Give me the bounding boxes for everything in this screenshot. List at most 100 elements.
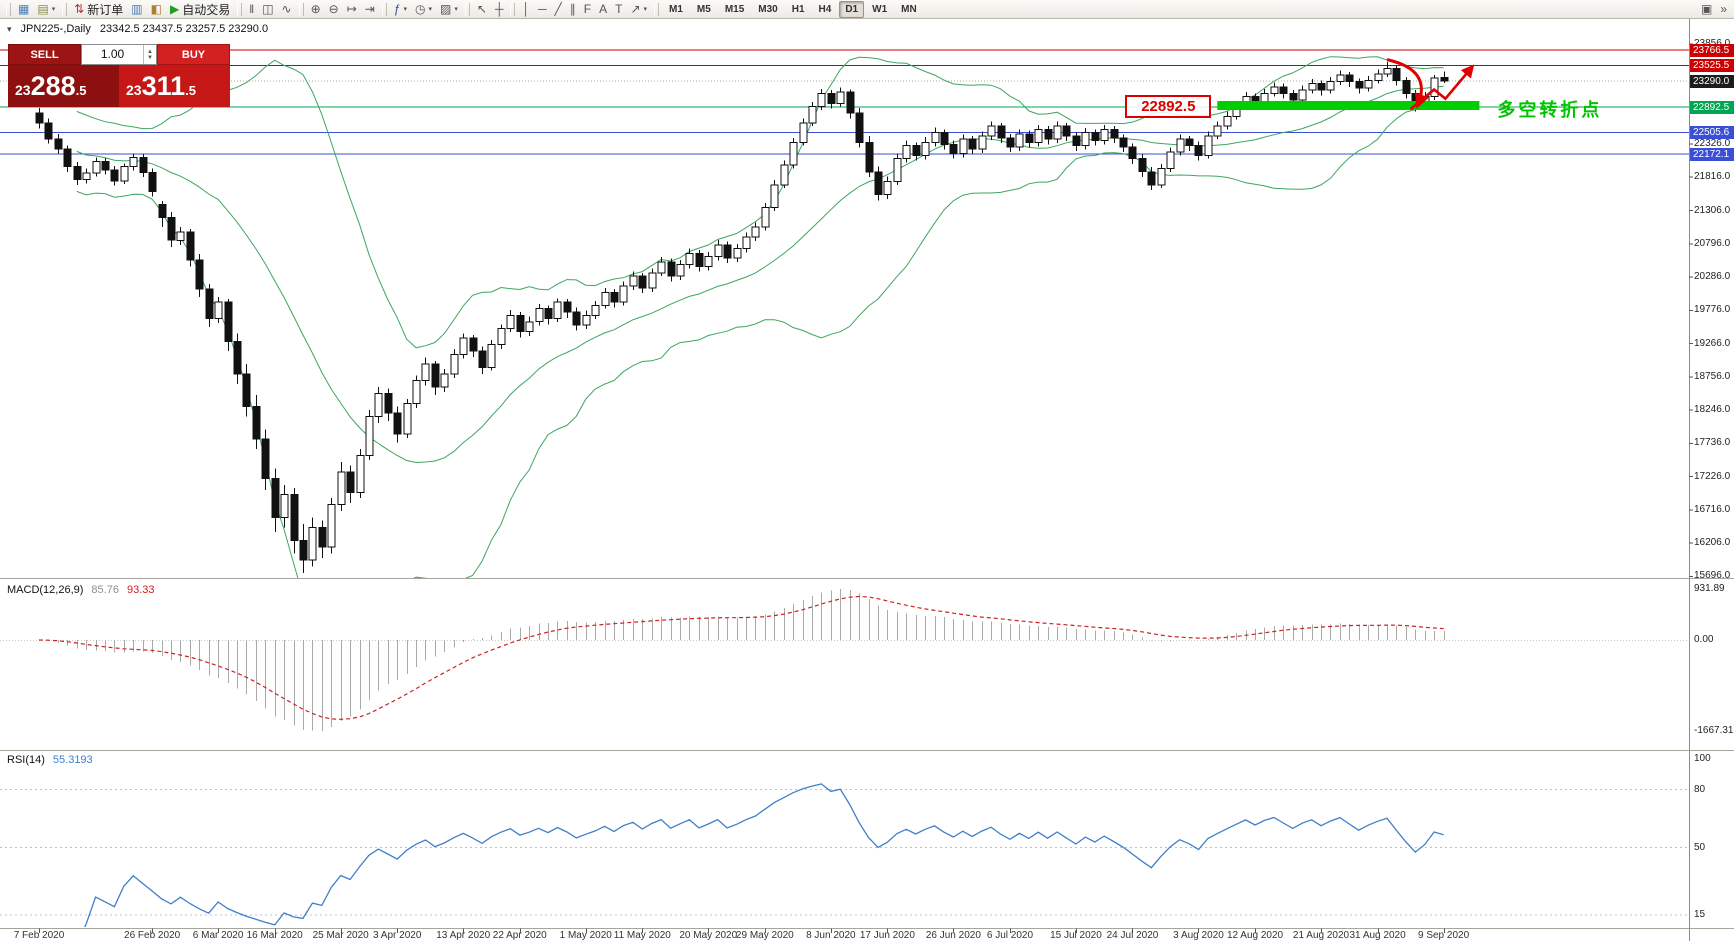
candle: [1326, 81, 1335, 91]
candle: [836, 91, 845, 104]
price-axis-label[interactable]: 15696.0: [1694, 570, 1731, 582]
auto-trading-button[interactable]: ▶ 自动交易: [166, 1, 234, 18]
price-axis-label[interactable]: 20796.0: [1694, 237, 1731, 249]
price-axis-label[interactable]: 17736.0: [1694, 437, 1731, 449]
candle: [1185, 138, 1194, 147]
auto-scroll-button[interactable]: ↦: [343, 1, 361, 18]
market-watch-button[interactable]: ▥: [127, 1, 146, 18]
candle: [846, 91, 855, 114]
candle: [101, 160, 110, 171]
price-line-tag: 23766.5: [1690, 43, 1734, 57]
candle: [1374, 73, 1383, 81]
text-button[interactable]: A: [595, 1, 611, 18]
sell-button[interactable]: SELL: [8, 44, 81, 65]
candle: [770, 184, 779, 209]
timeframe-h4-button[interactable]: H4: [818, 3, 832, 15]
chart-shift-button[interactable]: ⇥: [361, 1, 379, 18]
candle: [1044, 128, 1053, 140]
more-tools-button[interactable]: »: [1716, 1, 1731, 18]
volume-down-icon[interactable]: ▼: [147, 54, 153, 61]
price-axis-label[interactable]: 17226.0: [1694, 470, 1731, 482]
volume-stepper[interactable]: ▲ ▼: [143, 45, 156, 64]
zoom-out-button[interactable]: ⊖: [325, 1, 343, 18]
arrows-tool-button[interactable]: ↗ ▾: [626, 1, 651, 18]
timeframe-m30-button[interactable]: M30: [758, 3, 778, 15]
new-chart-button[interactable]: ▦: [14, 1, 33, 18]
rsi-line: [84, 783, 1444, 927]
zoom-in-button[interactable]: ⊕: [307, 1, 325, 18]
docking-button[interactable]: ▣: [1697, 1, 1716, 18]
turning-point-note[interactable]: 多空转折点: [1497, 100, 1603, 120]
timeframe-mn-button[interactable]: MN: [901, 3, 917, 15]
cursor-button[interactable]: ↖: [473, 1, 491, 18]
volume-field[interactable]: 1.00 ▲ ▼: [81, 44, 157, 65]
new-order-button[interactable]: ⇅ 新订单: [70, 1, 127, 18]
collapse-one-click-icon[interactable]: ▾: [7, 23, 12, 34]
auto-trading-icon: ▶: [169, 2, 180, 16]
volume-up-icon[interactable]: ▲: [147, 48, 153, 55]
price-axis-label[interactable]: 18756.0: [1694, 370, 1731, 382]
price-axis-label[interactable]: 20286.0: [1694, 271, 1731, 283]
up-arrow-annotation[interactable]: [1409, 64, 1475, 111]
crosshair-button[interactable]: ┼: [491, 1, 508, 18]
timeframe-m5-button[interactable]: M5: [696, 3, 711, 15]
buy-button[interactable]: BUY: [157, 44, 230, 65]
candle: [1025, 133, 1034, 143]
candle: [252, 406, 261, 440]
channel-button[interactable]: ∥: [566, 1, 580, 18]
templates-button[interactable]: ▨ ▾: [436, 1, 462, 18]
date-label: 12 Aug 2020: [1226, 930, 1284, 941]
timeframe-h1-button[interactable]: H1: [791, 3, 805, 15]
candle: [912, 145, 921, 156]
price-axis-label[interactable]: 21816.0: [1694, 171, 1731, 183]
timeframe-d1-button[interactable]: D1: [839, 0, 865, 18]
candle: [827, 93, 836, 104]
price-axis-label[interactable]: 16206.0: [1694, 537, 1731, 549]
down-arrow-annotation[interactable]: [1386, 58, 1429, 109]
candle: [261, 438, 270, 479]
timeframe-w1-button[interactable]: W1: [872, 3, 888, 15]
price-axis-label[interactable]: 21306.0: [1694, 204, 1731, 216]
price-line-tag: 22505.6: [1690, 125, 1734, 139]
candle: [893, 158, 902, 182]
candle: [1157, 168, 1166, 186]
price-axis-label[interactable]: 19266.0: [1694, 337, 1731, 349]
candle: [648, 272, 657, 289]
candle: [808, 106, 817, 124]
timeframe-m1-button[interactable]: M1: [669, 3, 683, 15]
candle: [733, 248, 742, 259]
line-chart-mode-button[interactable]: ∿: [278, 1, 296, 18]
candlestick-mode-button[interactable]: ◫: [258, 1, 277, 18]
trendline-button[interactable]: ╱: [551, 1, 566, 18]
label-button[interactable]: T: [611, 1, 626, 18]
buy-price[interactable]: 23 311.5: [119, 65, 230, 107]
vertical-line-button[interactable]: │: [518, 1, 534, 18]
support-zone-bar[interactable]: [1217, 101, 1480, 110]
candle: [224, 301, 233, 342]
periods-button[interactable]: ◷ ▾: [411, 1, 436, 18]
candle: [553, 301, 562, 320]
fibonacci-button[interactable]: F: [580, 1, 595, 18]
candle: [290, 494, 299, 541]
candle: [63, 148, 72, 167]
candle: [1213, 125, 1222, 137]
indicators-button[interactable]: ƒ ▾: [390, 1, 411, 18]
buy-price-prefix: 23: [126, 82, 142, 98]
candle: [346, 471, 355, 494]
toolbar-grip: [298, 2, 304, 16]
price-axis-label[interactable]: 18246.0: [1694, 404, 1731, 416]
profiles-button[interactable]: ▤ ▾: [33, 1, 59, 18]
timeframe-m15-button[interactable]: M15: [724, 3, 745, 15]
candle: [638, 275, 647, 289]
horizontal-line-button[interactable]: ─: [534, 1, 551, 18]
price-tag-annotation[interactable]: 22892.5: [1125, 95, 1212, 118]
volume-value[interactable]: 1.00: [100, 47, 125, 61]
navigator-button[interactable]: ◧: [147, 1, 166, 18]
price-axis-label[interactable]: 22326.0: [1694, 137, 1731, 149]
sell-price[interactable]: 23 288.5: [8, 65, 119, 107]
price-axis-label[interactable]: 19776.0: [1694, 304, 1731, 316]
price-axis-label[interactable]: 16716.0: [1694, 503, 1731, 515]
market-watch-icon: ▥: [131, 2, 143, 16]
bar-chart-mode-button[interactable]: ǁ: [245, 1, 258, 18]
